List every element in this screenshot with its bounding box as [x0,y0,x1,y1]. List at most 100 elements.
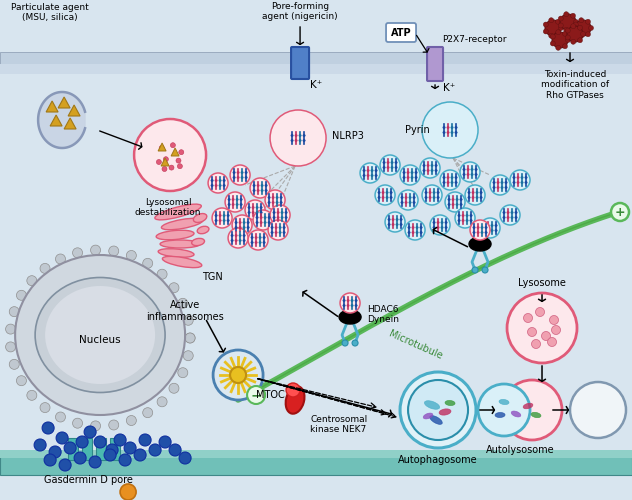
Circle shape [395,162,398,164]
Circle shape [483,230,485,232]
Circle shape [169,282,179,292]
Circle shape [251,242,253,244]
Circle shape [178,368,188,378]
Circle shape [253,210,273,230]
Circle shape [156,160,161,164]
Circle shape [408,232,410,234]
Circle shape [27,276,37,285]
Circle shape [211,184,213,186]
Circle shape [441,226,443,228]
Circle shape [231,234,233,236]
Circle shape [416,232,418,234]
Circle shape [253,184,255,186]
Circle shape [213,350,263,400]
Polygon shape [158,143,166,151]
Circle shape [473,226,475,228]
Circle shape [259,242,261,244]
Circle shape [104,449,116,461]
Circle shape [458,220,460,222]
Circle shape [183,316,193,326]
Circle shape [351,304,353,306]
Circle shape [478,384,530,436]
Circle shape [179,150,184,154]
Circle shape [425,192,427,194]
Circle shape [392,224,394,226]
Circle shape [564,12,569,16]
Circle shape [443,126,445,128]
Circle shape [235,240,237,242]
Circle shape [409,202,411,203]
Text: HDAC6: HDAC6 [367,306,399,314]
Circle shape [383,166,386,168]
Circle shape [578,25,583,30]
Circle shape [256,216,258,218]
Circle shape [371,174,374,176]
Circle shape [455,182,457,184]
Circle shape [268,222,270,224]
Circle shape [390,196,392,198]
Circle shape [114,434,126,446]
Text: Autophagosome: Autophagosome [398,455,478,465]
Circle shape [375,174,377,176]
Circle shape [73,418,83,428]
Ellipse shape [15,255,185,415]
Circle shape [143,258,153,268]
Bar [0,64,632,74]
Circle shape [248,206,250,208]
Circle shape [429,196,431,198]
Circle shape [228,204,230,206]
Circle shape [247,386,265,404]
Circle shape [477,226,479,228]
Circle shape [407,172,410,173]
Circle shape [579,18,584,22]
Circle shape [219,180,221,182]
Circle shape [228,198,230,200]
Circle shape [465,185,485,205]
Circle shape [398,190,418,210]
Circle shape [400,372,476,448]
Circle shape [565,28,570,33]
Circle shape [208,173,228,193]
Circle shape [157,269,167,279]
Circle shape [447,182,449,184]
Circle shape [573,22,578,27]
Circle shape [515,212,517,214]
Circle shape [178,164,183,168]
Circle shape [149,444,161,456]
Circle shape [505,186,507,188]
Circle shape [495,230,497,232]
Ellipse shape [45,286,155,384]
Circle shape [490,175,510,195]
Circle shape [485,232,487,234]
Circle shape [256,222,258,224]
Circle shape [271,232,273,234]
Circle shape [581,32,585,36]
Circle shape [420,158,440,178]
Circle shape [472,196,474,198]
Circle shape [507,293,577,363]
Circle shape [505,182,507,184]
Circle shape [400,218,402,220]
Text: Gasdermin D pore: Gasdermin D pore [44,475,133,485]
Circle shape [443,132,445,134]
Circle shape [556,46,561,51]
Text: P2X7-receptor: P2X7-receptor [442,36,506,44]
Circle shape [185,333,195,343]
Circle shape [470,214,472,216]
Circle shape [585,32,590,37]
Circle shape [251,236,253,238]
FancyBboxPatch shape [427,47,443,81]
Circle shape [223,220,225,222]
Circle shape [405,202,407,203]
Circle shape [240,198,242,200]
Circle shape [268,216,270,218]
Circle shape [412,226,414,228]
Circle shape [388,218,390,220]
Circle shape [386,196,388,198]
Circle shape [452,204,454,206]
Circle shape [521,176,523,178]
Circle shape [550,41,556,46]
Circle shape [94,436,106,448]
Ellipse shape [161,218,203,230]
Circle shape [391,166,393,168]
